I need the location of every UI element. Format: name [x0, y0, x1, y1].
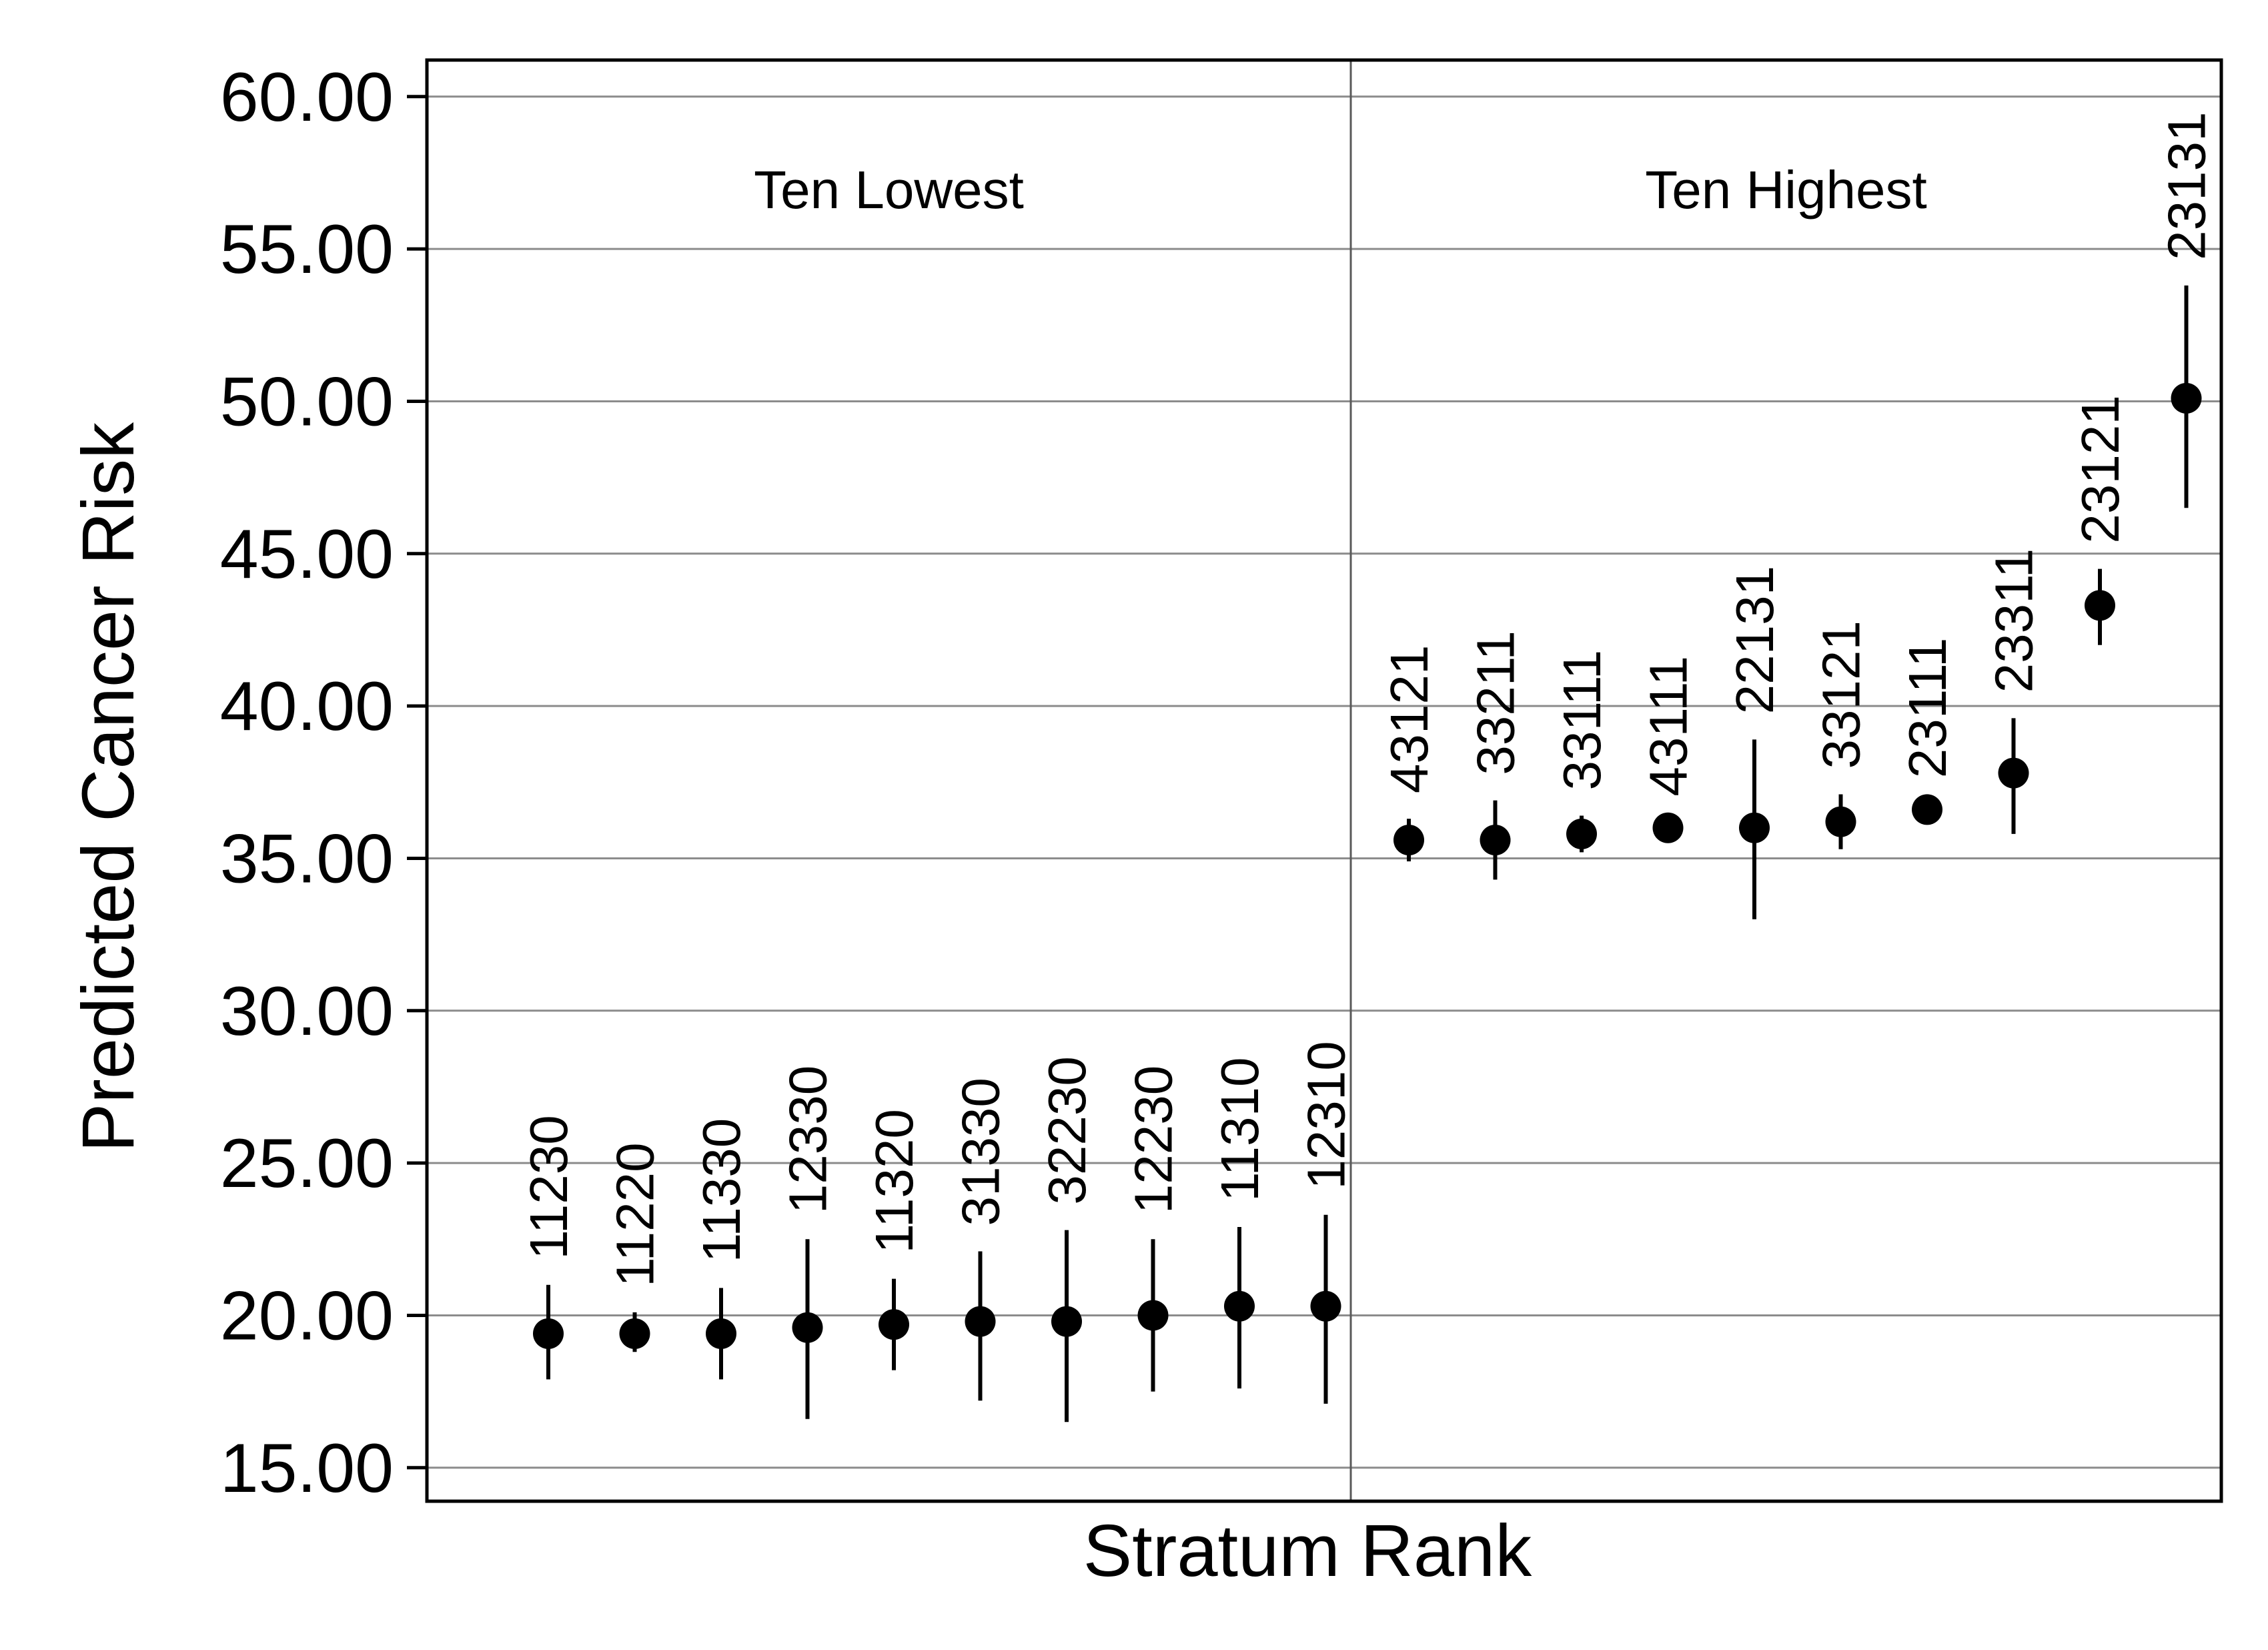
y-tick-label: 20.00 — [220, 1277, 394, 1354]
gridlines — [427, 95, 2221, 1469]
stratum-label: 11230 — [519, 1115, 578, 1260]
stratum-label: 23311 — [1985, 548, 2044, 693]
y-tick-label: 50.00 — [220, 363, 394, 440]
stratum-label: 12230 — [1124, 1066, 1183, 1214]
point-estimate — [792, 1312, 823, 1343]
point-estimate — [1998, 757, 2029, 789]
y-axis-ticks: 15.00 20.00 25.00 30.00 35.00 40.00 45.00 50.00… — [220, 59, 427, 1507]
point-estimate — [533, 1318, 564, 1349]
point-estimate — [1310, 1290, 1341, 1322]
stratum-label: 33121 — [1812, 621, 1871, 769]
panel-label: Ten Highest — [1645, 160, 1926, 220]
point-estimate — [1912, 794, 1942, 825]
point-estimate — [1224, 1290, 1255, 1322]
point-estimate — [1652, 812, 1684, 843]
stratum-label: 11320 — [865, 1109, 924, 1254]
stratum-label: 11330 — [692, 1118, 751, 1263]
y-tick-label: 25.00 — [220, 1125, 394, 1202]
point-estimate — [1480, 825, 1511, 856]
point-estimate — [1825, 806, 1856, 837]
stratum-label: 31330 — [951, 1078, 1011, 1226]
stratum-label: 23131 — [2157, 111, 2217, 260]
panel-label: Ten Lowest — [754, 160, 1024, 220]
stratum-label: 43121 — [1379, 645, 1439, 793]
plot-frame — [425, 58, 2223, 1503]
stratum-label: 33111 — [1552, 650, 1612, 791]
point-estimate — [879, 1309, 909, 1340]
stratum-label: 32230 — [1037, 1056, 1097, 1204]
stratum-label: 11310 — [1210, 1057, 1269, 1202]
point-estimate — [2085, 590, 2115, 621]
y-tick-label: 55.00 — [220, 211, 394, 288]
point-estimate — [1566, 818, 1597, 849]
stratum-label: 23121 — [2071, 395, 2130, 543]
y-tick-label: 35.00 — [220, 820, 394, 897]
y-tick-label: 15.00 — [220, 1430, 394, 1507]
stratum-label: 12310 — [1297, 1041, 1356, 1189]
point-estimate — [619, 1318, 650, 1349]
stratum-label: 22131 — [1725, 566, 1784, 714]
panel-labels: Ten Lowest Ten Highest — [754, 160, 1927, 220]
y-tick-label: 60.00 — [220, 59, 394, 136]
point-estimate — [965, 1306, 996, 1337]
point-estimate — [1137, 1300, 1169, 1331]
y-tick-label: 45.00 — [220, 516, 394, 593]
point-estimates — [533, 382, 2202, 1349]
point-estimate — [2171, 382, 2202, 414]
point-estimate — [1739, 812, 1770, 843]
y-axis-title: Predicted Cancer Risk — [67, 422, 149, 1152]
stratum-label: 33211 — [1466, 631, 1526, 775]
point-estimate — [1393, 825, 1424, 856]
x-axis-title: Stratum Rank — [1083, 1510, 1532, 1592]
stratum-label: 23111 — [1898, 638, 1957, 779]
y-tick-label: 40.00 — [220, 668, 394, 745]
y-tick-label: 30.00 — [220, 973, 394, 1050]
stratum-label: 11220 — [606, 1142, 665, 1287]
stratum-label: 12330 — [778, 1066, 838, 1214]
stratum-labels: 11230 11220 11330 12330 11320 31330 32230 12230… — [519, 111, 2217, 1286]
point-estimate — [1051, 1306, 1082, 1337]
confidence-intervals — [546, 285, 2189, 1422]
point-estimate — [706, 1318, 736, 1349]
stratum-label: 43111 — [1639, 656, 1698, 797]
